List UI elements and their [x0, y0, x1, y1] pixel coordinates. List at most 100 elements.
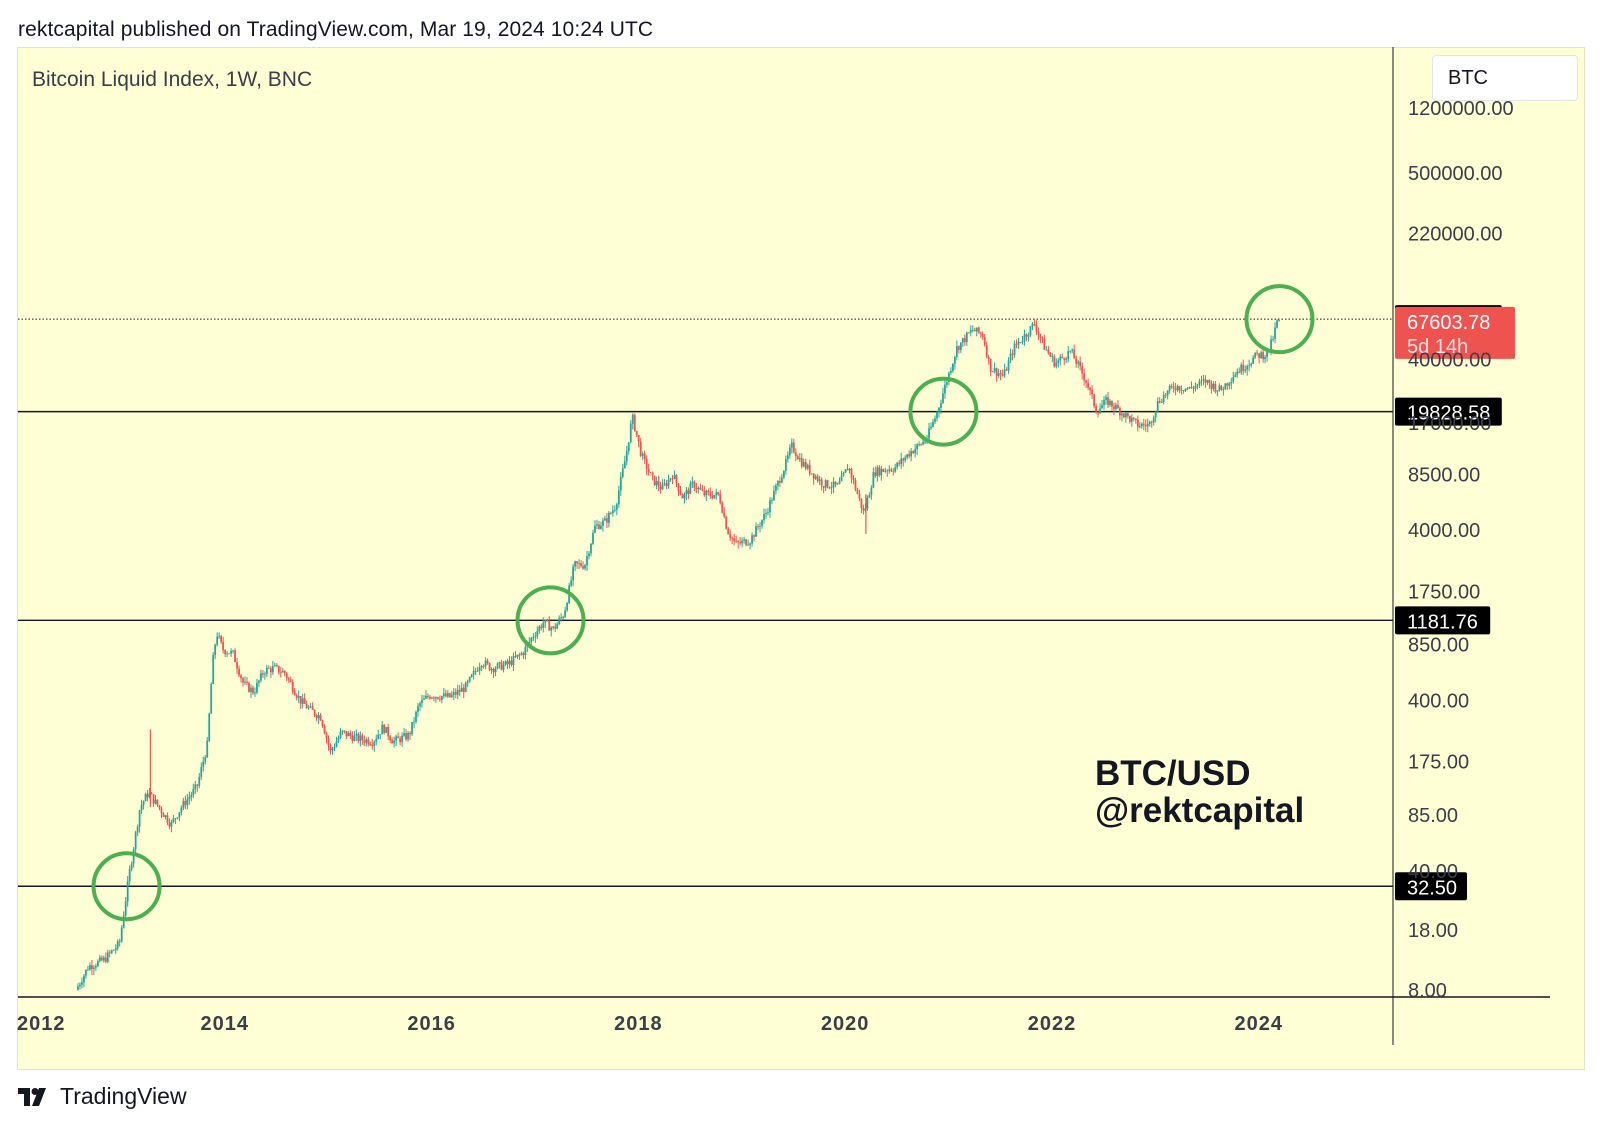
candle-body	[476, 670, 479, 672]
candle-body	[1083, 373, 1086, 381]
candle-body	[311, 706, 314, 711]
candle-body	[683, 494, 686, 499]
candle-body	[94, 966, 97, 968]
candle-body	[637, 435, 640, 442]
candle-body	[377, 734, 380, 739]
candle-body	[444, 693, 447, 697]
candle-body	[1260, 352, 1263, 359]
candle-body	[1067, 351, 1070, 359]
candle-body	[697, 487, 700, 489]
candle-body	[1011, 353, 1014, 355]
candle-body	[114, 948, 117, 950]
candle-body	[1216, 390, 1219, 392]
candle-body	[904, 457, 907, 461]
compare-symbol-button[interactable]: BTC	[1432, 55, 1578, 101]
candle-body	[677, 483, 680, 492]
candle-body	[291, 682, 294, 692]
candle-body	[369, 744, 372, 746]
candle-body	[741, 540, 744, 544]
candle-body	[788, 447, 791, 456]
candle-body	[538, 626, 541, 632]
candle-body	[1166, 390, 1169, 396]
candle-body	[421, 699, 423, 704]
candle-body	[1079, 361, 1082, 367]
candle-body	[140, 804, 143, 811]
candle-body	[1059, 356, 1062, 361]
candle-body	[707, 490, 710, 493]
candle-body	[965, 332, 968, 343]
candle-body	[1198, 381, 1201, 385]
candle-body	[120, 927, 123, 942]
candle-body	[442, 693, 445, 697]
candle-body	[786, 455, 789, 460]
watermark-handle: @rektcapital	[1095, 791, 1305, 830]
candle-body	[1085, 380, 1088, 383]
candle-body	[357, 733, 360, 741]
candle-body	[462, 687, 465, 693]
candle-body	[606, 518, 608, 523]
candle-body	[317, 715, 320, 719]
candle-body	[1045, 349, 1048, 351]
candle-body	[92, 967, 95, 970]
candle-body	[252, 687, 254, 694]
candle-body	[520, 653, 523, 655]
candle-body	[777, 481, 779, 486]
candle-body	[701, 489, 704, 491]
candle-body	[848, 468, 851, 471]
candle-body	[1200, 380, 1203, 382]
candle-body	[490, 668, 493, 671]
candle-body	[1134, 418, 1137, 420]
candle-body	[371, 744, 374, 746]
candle-body	[1246, 365, 1249, 370]
watermark-pair: BTC/USD	[1095, 754, 1251, 793]
y-tick-label: 500000.00	[1408, 163, 1503, 185]
y-tick-label: 40.00	[1408, 861, 1458, 883]
candle-body	[389, 736, 392, 741]
candle-body	[335, 741, 338, 747]
candle-body	[985, 345, 988, 357]
candle-body	[778, 481, 781, 483]
candle-body	[498, 662, 501, 664]
candle-body	[438, 698, 441, 700]
chart-panel[interactable]	[17, 47, 1585, 1070]
candle-body	[1192, 387, 1195, 389]
candle-body	[379, 734, 382, 736]
candle-body	[1061, 356, 1064, 358]
candle-body	[164, 815, 167, 817]
y-tick-label: 175.00	[1408, 752, 1469, 774]
candle-body	[584, 565, 586, 569]
candle-body	[900, 458, 903, 464]
candle-body	[611, 510, 614, 514]
candle-body	[721, 502, 724, 513]
candle-body	[194, 784, 197, 789]
y-tick-label: 85.00	[1408, 805, 1458, 827]
candle-body	[349, 732, 352, 736]
candle-body	[946, 382, 948, 385]
candle-body	[615, 504, 618, 510]
candle-body	[961, 338, 964, 343]
candle-body	[1113, 406, 1115, 409]
candle-body	[665, 483, 668, 486]
candle-body	[749, 543, 751, 545]
candle-body	[1164, 394, 1167, 396]
candle-body	[1224, 383, 1227, 390]
candle-body	[1272, 338, 1274, 340]
candle-body	[77, 986, 79, 990]
candle-body	[1063, 357, 1066, 360]
candle-body	[484, 660, 487, 667]
x-tick-label: 2018	[614, 1013, 663, 1035]
candle-body	[516, 654, 519, 657]
candle-body	[87, 969, 89, 971]
candle-body	[804, 461, 807, 469]
footer-branding[interactable]: TradingView	[18, 1083, 187, 1110]
candle-body	[236, 662, 238, 669]
candle-body	[713, 495, 716, 499]
candle-body	[1007, 360, 1010, 371]
candle-body	[755, 526, 757, 537]
candle-body	[214, 644, 217, 656]
candle-body	[359, 735, 362, 741]
candle-body	[1252, 357, 1255, 364]
candle-body	[1142, 423, 1145, 425]
candle-body	[168, 822, 171, 827]
